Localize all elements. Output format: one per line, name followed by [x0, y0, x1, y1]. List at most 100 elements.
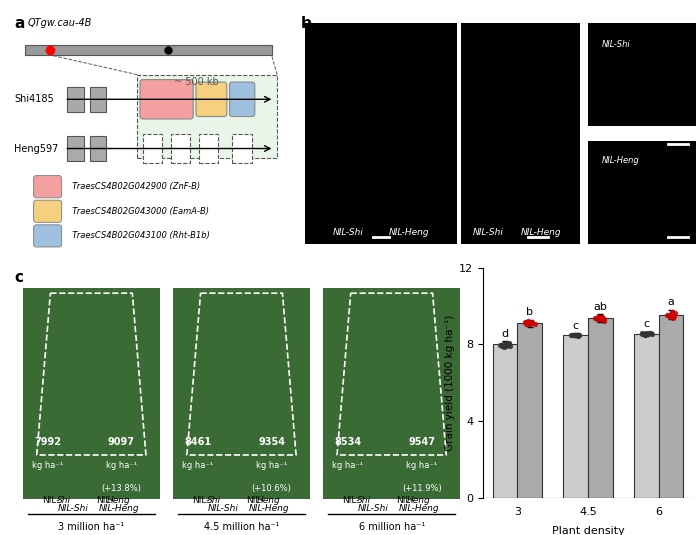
FancyBboxPatch shape	[230, 82, 255, 117]
Point	[668, 312, 680, 321]
Bar	[588, 318, 612, 498]
Point	[522, 317, 533, 325]
Point	[592, 315, 603, 323]
Bar	[305, 23, 456, 244]
Point	[668, 311, 679, 319]
Point	[665, 312, 676, 321]
Bar	[493, 345, 517, 498]
Point	[636, 330, 648, 339]
Text: NIL-: NIL-	[342, 496, 360, 505]
Text: Plant density: Plant density	[552, 526, 624, 535]
Bar	[90, 87, 106, 112]
Point	[598, 315, 609, 323]
Point	[520, 318, 531, 326]
Text: (+13.8%): (+13.8%)	[102, 484, 141, 493]
Text: NIL-Heng: NIL-Heng	[389, 228, 429, 237]
Text: 3 million ha⁻¹: 3 million ha⁻¹	[58, 522, 125, 532]
Bar	[232, 134, 252, 163]
Point	[590, 314, 601, 322]
Point	[596, 315, 607, 323]
Bar	[143, 134, 162, 163]
Point	[524, 319, 535, 328]
Point	[638, 330, 650, 339]
Text: 9097: 9097	[108, 437, 135, 447]
Text: kg ha⁻¹: kg ha⁻¹	[106, 461, 137, 470]
Point	[498, 343, 510, 351]
Point	[526, 318, 537, 327]
Point	[572, 331, 583, 339]
Point	[524, 318, 535, 327]
Text: Shi4185: Shi4185	[14, 94, 54, 104]
Text: 4.5 million ha⁻¹: 4.5 million ha⁻¹	[204, 522, 279, 532]
Bar	[517, 323, 542, 498]
FancyBboxPatch shape	[196, 82, 227, 117]
Text: Heng: Heng	[407, 496, 430, 505]
Text: NIL-Shi: NIL-Shi	[333, 228, 364, 237]
Point	[504, 341, 515, 350]
Point	[527, 319, 538, 328]
Text: NIL-Heng: NIL-Heng	[248, 504, 289, 513]
Text: Shi: Shi	[358, 496, 372, 505]
Text: 7992: 7992	[34, 437, 61, 447]
Text: TraesCS4B02G042900 (ZnF-B): TraesCS4B02G042900 (ZnF-B)	[67, 182, 200, 191]
Point	[523, 319, 534, 328]
Text: ab: ab	[594, 302, 608, 311]
Bar	[659, 315, 683, 498]
Point	[503, 339, 514, 347]
Point	[501, 339, 512, 348]
Point	[640, 329, 651, 338]
Point	[598, 317, 610, 326]
Text: NIL-Heng: NIL-Heng	[521, 228, 561, 237]
Text: NIL-Heng: NIL-Heng	[98, 504, 139, 513]
Bar	[171, 134, 190, 163]
Text: Shi: Shi	[207, 496, 221, 505]
Text: TraesCS4B02G043000 (EamA-B): TraesCS4B02G043000 (EamA-B)	[67, 207, 209, 216]
Text: kg ha⁻¹: kg ha⁻¹	[332, 461, 363, 470]
Text: (+11.9%): (+11.9%)	[402, 484, 442, 493]
FancyBboxPatch shape	[140, 80, 193, 119]
Bar	[323, 288, 460, 499]
FancyBboxPatch shape	[34, 175, 62, 198]
Point	[667, 314, 678, 323]
Text: Shi: Shi	[57, 496, 71, 505]
Text: NIL-Heng: NIL-Heng	[602, 156, 640, 165]
Bar	[67, 136, 84, 161]
Point	[500, 340, 511, 348]
Text: NIL-Shi: NIL-Shi	[358, 504, 389, 513]
Point	[592, 312, 603, 321]
Text: kg ha⁻¹: kg ha⁻¹	[182, 461, 214, 470]
Text: Heng597: Heng597	[14, 143, 58, 154]
Point	[666, 309, 678, 317]
Point	[643, 329, 655, 338]
Point	[521, 319, 532, 328]
Point	[596, 312, 608, 321]
Text: NIL-: NIL-	[246, 496, 264, 505]
Text: QTgw.cau-4B: QTgw.cau-4B	[28, 18, 92, 28]
Point	[592, 313, 603, 322]
Point	[566, 330, 578, 339]
Text: a: a	[14, 16, 24, 30]
Text: NIL-Shi: NIL-Shi	[208, 504, 239, 513]
Point	[645, 329, 657, 338]
Y-axis label: Grain yield (1000 kg ha⁻¹): Grain yield (1000 kg ha⁻¹)	[445, 315, 455, 450]
Point	[639, 331, 650, 340]
Point	[498, 340, 509, 348]
Bar	[199, 134, 218, 163]
Text: 9547: 9547	[408, 437, 435, 447]
Bar	[174, 288, 309, 499]
Point	[664, 311, 675, 319]
Text: TraesCS4B02G043100 (Rht-B1b): TraesCS4B02G043100 (Rht-B1b)	[67, 231, 210, 240]
Point	[594, 315, 605, 323]
Point	[573, 330, 584, 339]
FancyBboxPatch shape	[34, 200, 62, 223]
Point	[596, 312, 608, 321]
Text: 8534: 8534	[335, 437, 361, 447]
Bar	[461, 23, 580, 244]
Text: Heng: Heng	[257, 496, 281, 505]
Text: 8461: 8461	[184, 437, 211, 447]
Point	[642, 330, 653, 339]
FancyBboxPatch shape	[34, 225, 62, 247]
Point	[669, 309, 680, 317]
Text: kg ha⁻¹: kg ha⁻¹	[256, 461, 287, 470]
Text: 9354: 9354	[258, 437, 285, 447]
